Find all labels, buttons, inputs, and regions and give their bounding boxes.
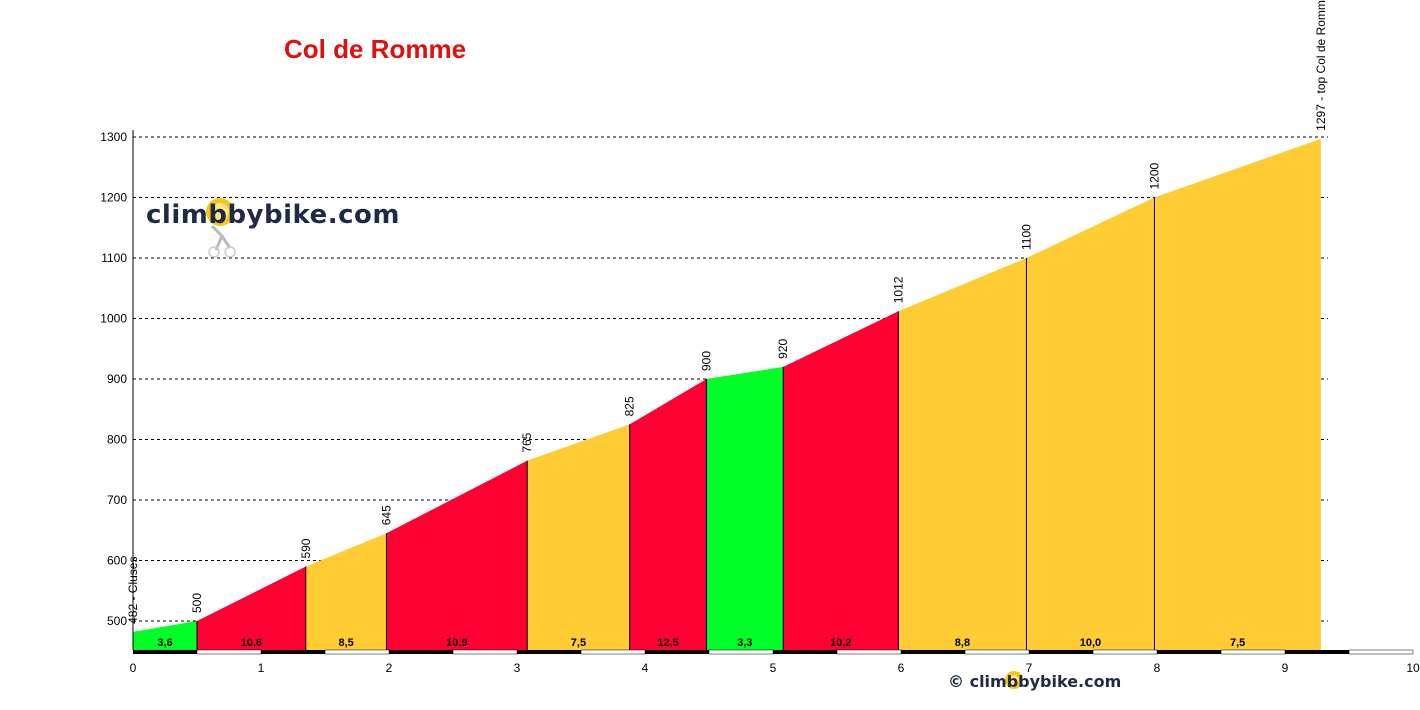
altitude-label-5: 765 (520, 432, 534, 452)
km-bar-dark-5 (773, 650, 837, 654)
km-bar-light-9 (1348, 649, 1414, 655)
segment-area-11 (1154, 138, 1321, 650)
axes (132, 130, 1414, 655)
km-bar-dark-6 (901, 650, 965, 654)
y-tick-1200: 1200 (100, 191, 127, 205)
x-tick-2: 2 (386, 661, 393, 675)
segment-area-8 (783, 311, 899, 650)
x-tick-0: 0 (130, 661, 137, 675)
gradient-label-4: 10,9 (446, 637, 467, 649)
gradient-labels: 3,6 10,6 8,5 10,9 7,5 12,5 3,3 10,2 8,8 10,0 7,5 (157, 637, 1245, 649)
segment-area-3 (305, 533, 387, 650)
gradient-label-10: 10,0 (1080, 637, 1101, 649)
segment-area-9 (898, 258, 1027, 650)
altitude-label-11: 1200 (1147, 162, 1161, 189)
axis-ticks: 500 600 700 800 900 1000 1100 1200 1300 0 1 2 3 4 5 6 7 8… (100, 130, 1420, 675)
gradient-label-7: 3,3 (737, 637, 752, 649)
km-bar-light-0 (196, 649, 262, 655)
gradient-label-1: 3,6 (157, 637, 172, 649)
segment-area-1 (133, 621, 197, 650)
segment-area-6 (629, 379, 707, 650)
km-bar-light-7 (1092, 649, 1158, 655)
watermark-bottom-text: climbbybike.com (969, 672, 1122, 691)
x-tick-8: 8 (1154, 661, 1161, 675)
altitude-label-3: 590 (299, 538, 313, 558)
km-bar-dark-3 (517, 650, 581, 654)
x-tick-10: 10 (1406, 661, 1420, 675)
km-bar-light-1 (324, 649, 390, 655)
x-tick-7: 7 (1026, 661, 1033, 675)
altitude-label-7: 900 (699, 351, 713, 371)
gradient-label-8: 10,2 (830, 637, 851, 649)
y-tick-1100: 1100 (101, 251, 127, 265)
y-tick-700: 700 (107, 493, 127, 507)
gradient-label-3: 8,5 (338, 637, 353, 649)
km-bar-dark-8 (1157, 650, 1221, 654)
y-tick-500: 500 (107, 614, 127, 628)
y-tick-1000: 1000 (100, 312, 127, 326)
watermark-bottom: © climbbybike.com (948, 672, 1121, 691)
gradient-label-2: 10,6 (241, 637, 262, 649)
cyclist-small-logo-icon (1005, 671, 1023, 689)
x-tick-5: 5 (770, 661, 777, 675)
segment-area-7 (706, 366, 784, 650)
x-tick-9: 9 (1282, 661, 1289, 675)
km-bar-light-3 (580, 649, 646, 655)
gradient-label-11: 7,5 (1230, 637, 1245, 649)
x-tick-1: 1 (258, 661, 265, 675)
gradient-label-9: 8,8 (955, 637, 970, 649)
km-bar-dark-9 (1285, 650, 1349, 654)
profile-areas (133, 138, 1321, 650)
km-bar-light-5 (836, 649, 902, 655)
altitude-label-9: 1012 (891, 276, 905, 303)
x-tick-6: 6 (898, 661, 905, 675)
km-bar-dark-4 (645, 650, 709, 654)
altitude-label-6: 825 (623, 396, 637, 416)
altitude-label-12: 1297 - top Col de Romme (1314, 0, 1328, 131)
y-tick-900: 900 (107, 372, 127, 386)
altitude-label-2: 500 (190, 593, 204, 613)
segment-area-10 (1026, 197, 1155, 650)
x-tick-3: 3 (514, 661, 521, 675)
segment-dividers (196, 197, 1155, 650)
segment-area-4 (386, 460, 528, 650)
y-tick-1300: 1300 (100, 130, 127, 144)
altitude-labels: 482 - Cluses 500 590 645 765 825 900 920 1012 110… (126, 0, 1328, 624)
km-bar-dark-7 (1029, 650, 1093, 654)
cyclist-logo-icon (206, 198, 236, 258)
gradient-label-5: 7,5 (571, 637, 586, 649)
km-bar-dark-1 (261, 650, 325, 654)
km-bar-dark-2 (389, 650, 453, 654)
altitude-label-4: 645 (379, 505, 393, 525)
watermark-top: climbbybike.com (146, 200, 400, 230)
gradient-label-6: 12,5 (657, 637, 678, 649)
km-bar-light-8 (1220, 649, 1286, 655)
km-bar-light-2 (452, 649, 518, 655)
copyright-symbol: © (948, 672, 964, 691)
watermark-top-text: climbbybike.com (146, 200, 400, 230)
segment-area-2 (197, 566, 306, 650)
altitude-label-10: 1100 (1019, 224, 1033, 250)
x-tick-4: 4 (642, 661, 649, 675)
y-tick-800: 800 (107, 433, 127, 447)
km-bar-dark-0 (133, 650, 197, 654)
altitude-label-8: 920 (776, 339, 790, 359)
y-tick-600: 600 (107, 554, 127, 568)
altitude-label-1: 482 - Cluses (126, 557, 140, 624)
km-bar-light-4 (708, 649, 774, 655)
chart-title: Col de Romme (284, 34, 467, 64)
km-bar-light-6 (964, 649, 1030, 655)
segment-area-5 (527, 424, 630, 650)
